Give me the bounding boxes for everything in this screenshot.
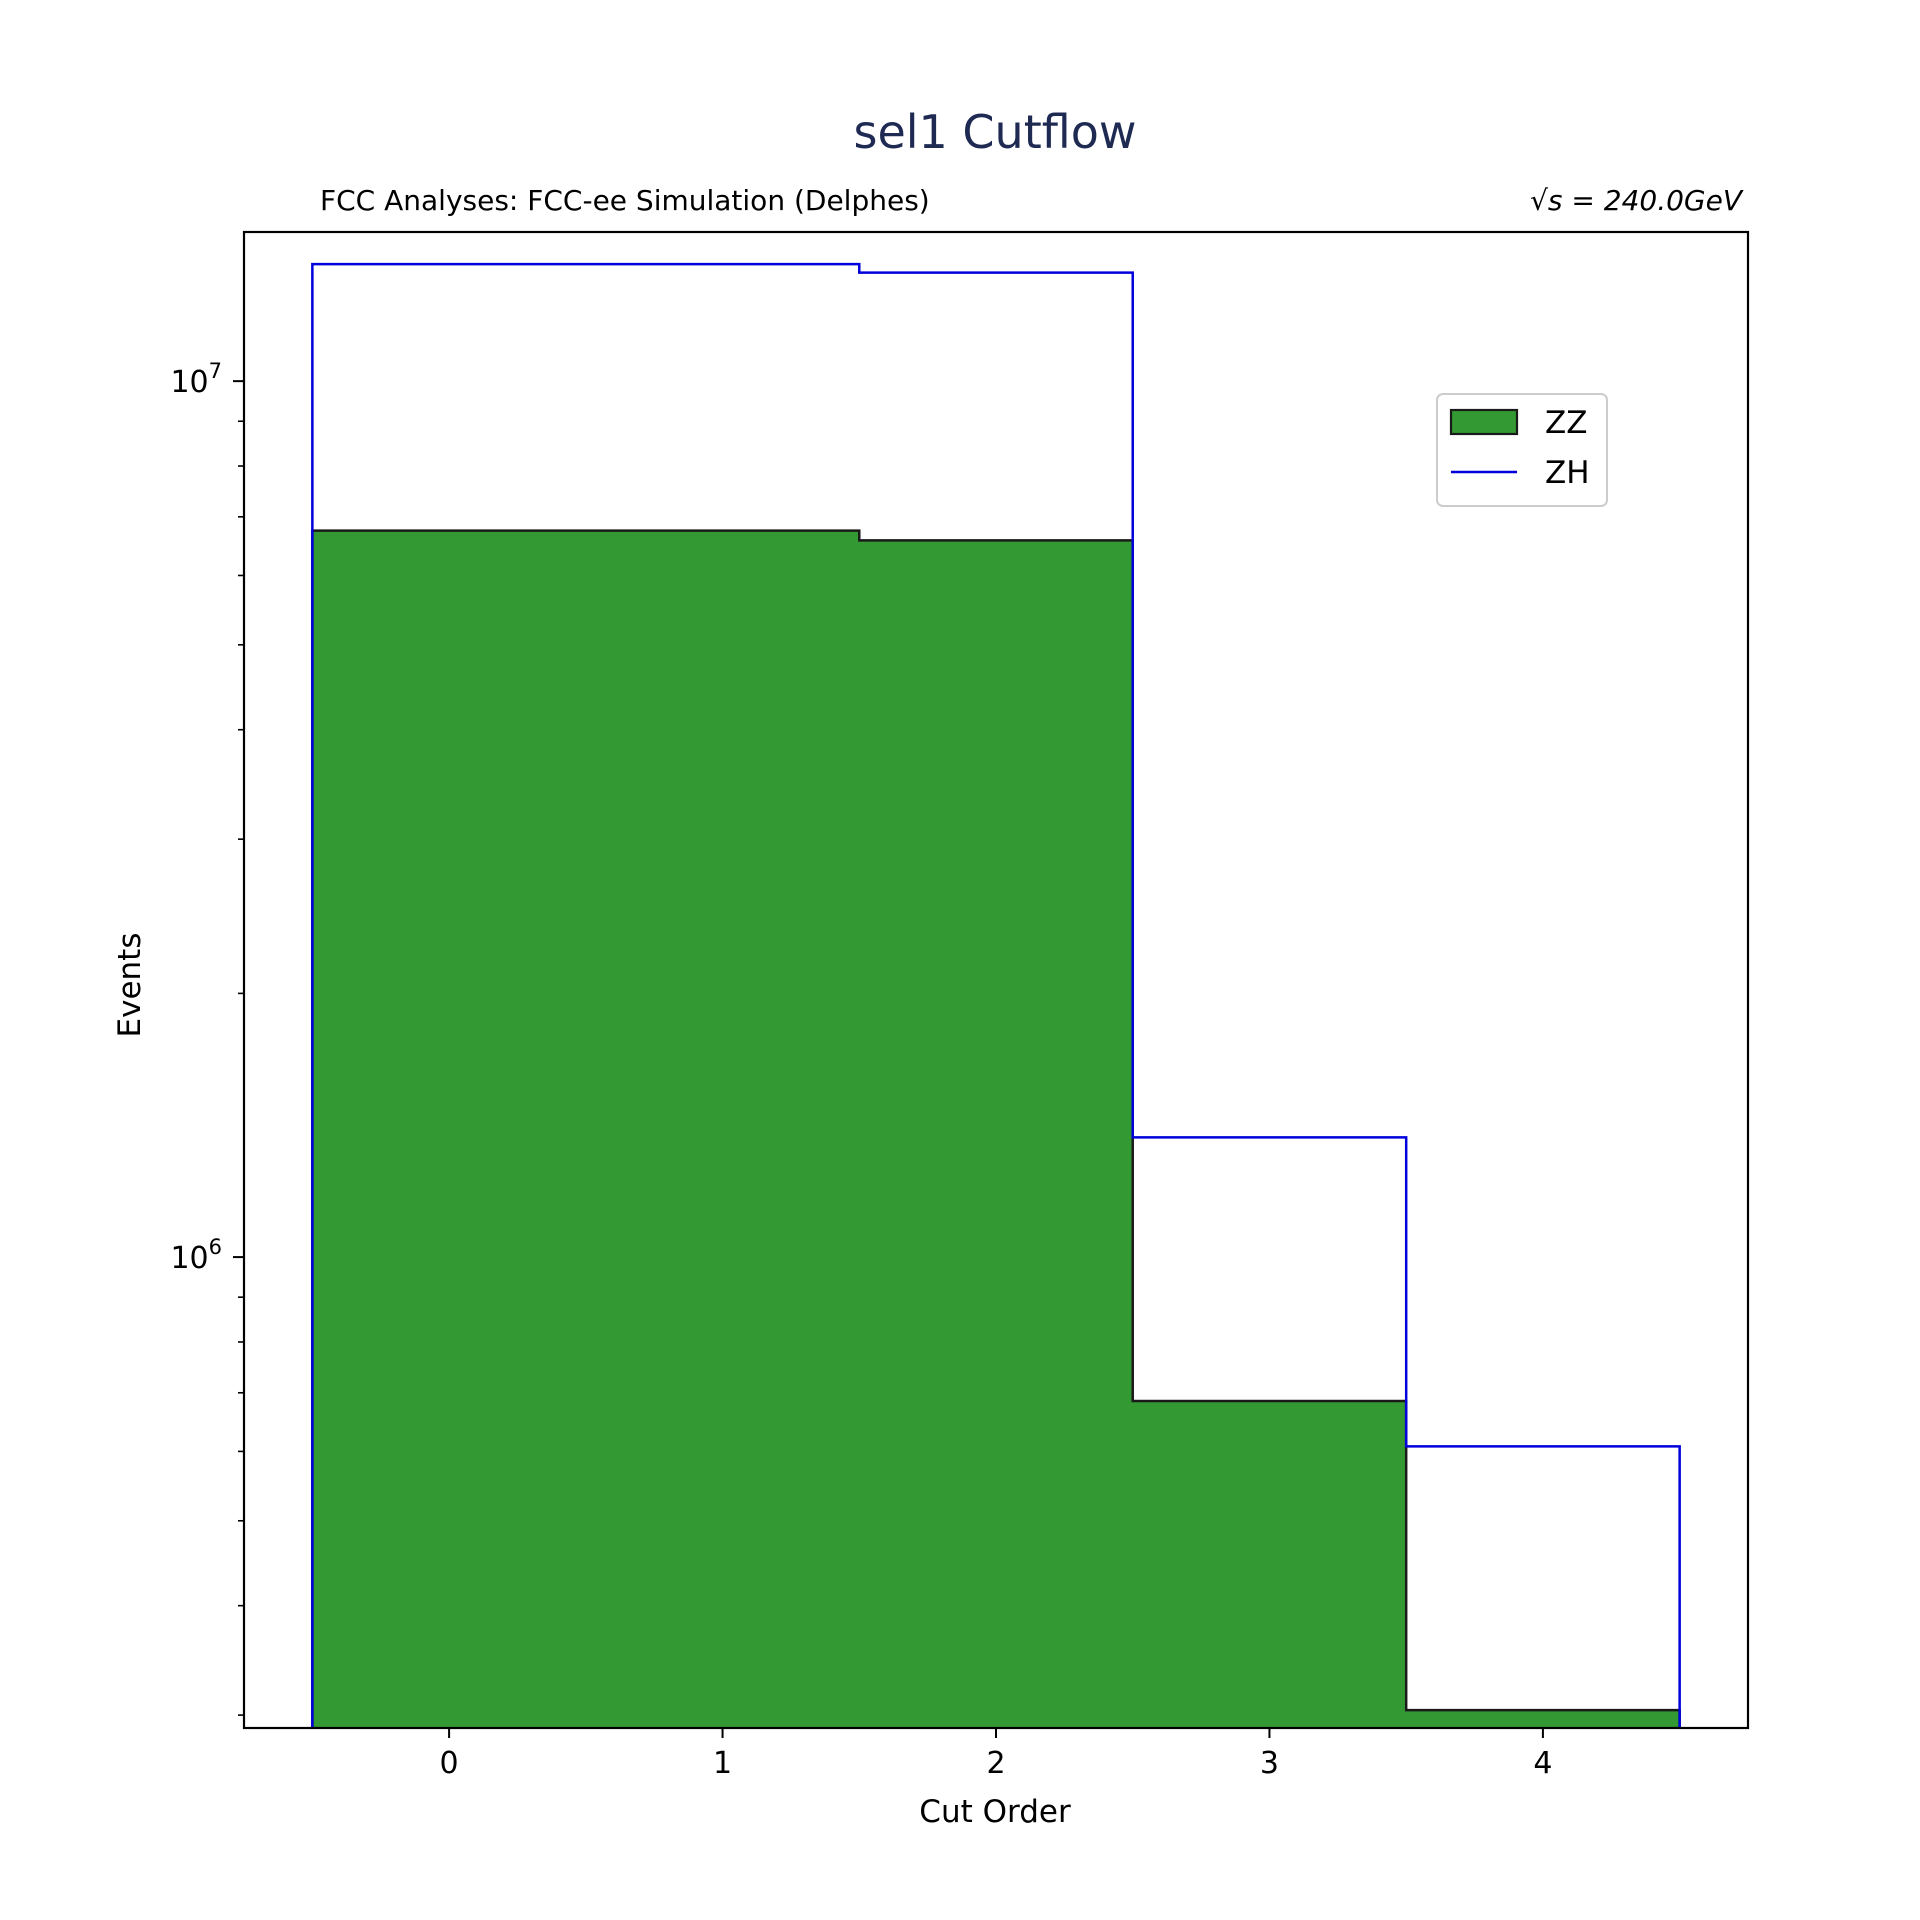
series-zh-step [311,262,1681,1728]
x-tick-label-2: 2 [986,1746,1005,1781]
y-tick-label-0: 106 [170,1235,222,1276]
y-tick-label-1: 107 [170,359,222,400]
x-tick-label-4: 4 [1533,1746,1552,1781]
x-tick-label-3: 3 [1260,1746,1279,1781]
legend-label-zh: ZH [1545,455,1590,491]
y-axis-label: Events [112,933,148,1038]
legend-swatch-zz [1449,408,1519,436]
chart-title: sel1 Cutflow [854,105,1137,159]
plot-area: 0 1 2 3 4 106 107 ZZ ZH [170,230,1750,1781]
legend: ZZ ZH [1436,393,1608,507]
x-tick-label-0: 0 [440,1746,459,1781]
x-tick-label-1: 1 [713,1746,732,1781]
chart-subtitle-left: FCC Analyses: FCC-ee Simulation (Delphes… [320,184,930,217]
x-axis-label: Cut Order [919,1794,1071,1830]
series-zz-fill [312,530,1680,1729]
legend-label-zz: ZZ [1545,405,1587,441]
chart-subtitle-right: √s = 240.0GeV [1530,184,1744,217]
